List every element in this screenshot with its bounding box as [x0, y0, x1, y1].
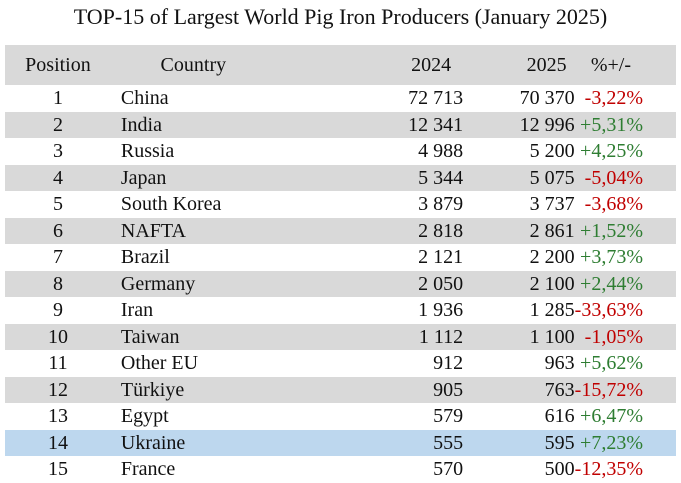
cell-value-2024: 579 — [433, 405, 464, 428]
cell-position: 5 — [52, 193, 63, 216]
cell-value-2025: 2 200 — [529, 246, 575, 269]
cell-value-2024: 72 713 — [408, 87, 464, 110]
cell-value-2025: 500 — [544, 458, 575, 481]
cell-value-2024: 570 — [433, 458, 464, 481]
cell-value-2024: 12 341 — [408, 113, 464, 136]
table-row: 4 Japan 5 344 5 075 -5,04% — [5, 164, 676, 191]
cell-position: 15 — [47, 458, 68, 481]
cell-position: 2 — [52, 113, 63, 136]
cell-value-2025: 2 861 — [529, 219, 575, 242]
cell-value-2024: 4 988 — [418, 140, 464, 163]
cell-value-2025: 595 — [544, 431, 575, 454]
cell-change-percent: -12,35% — [574, 458, 643, 481]
cell-change-percent: +4,25% — [580, 140, 643, 163]
cell-position: 10 — [47, 325, 68, 348]
cell-country: Türkiye — [120, 378, 185, 401]
table-row: 5 South Korea 3 879 3 737 -3,68% — [5, 191, 676, 218]
table-row: 3 Russia 4 988 5 200 +4,25% — [5, 138, 676, 165]
cell-country: France — [120, 458, 176, 481]
cell-position: 11 — [48, 352, 68, 375]
cell-value-2025: 70 370 — [519, 87, 575, 110]
cell-value-2025: 12 996 — [519, 113, 575, 136]
cell-change-percent: +5,31% — [580, 113, 643, 136]
column-header-position: Position — [25, 54, 91, 76]
cell-country: Other EU — [120, 352, 199, 375]
table-row: 9 Iran 1 936 1 285 -33,63% — [5, 297, 676, 324]
cell-value-2025: 2 100 — [529, 272, 575, 295]
cell-change-percent: +7,23% — [580, 431, 643, 454]
cell-change-percent: -15,72% — [574, 378, 643, 401]
table-row: 1 China 72 713 70 370 -3,22% — [5, 85, 676, 112]
cell-change-percent: +6,47% — [580, 405, 643, 428]
cell-value-2025: 3 737 — [529, 193, 575, 216]
cell-position: 7 — [52, 246, 63, 269]
table-row: 6 NAFTA 2 818 2 861 +1,52% — [5, 217, 676, 244]
cell-value-2024: 1 936 — [418, 299, 464, 322]
cell-value-2024: 2 121 — [418, 246, 464, 269]
cell-country: Iran — [120, 299, 154, 322]
cell-value-2025: 1 100 — [529, 325, 575, 348]
table-title: TOP-15 of Largest World Pig Iron Produce… — [73, 4, 608, 29]
cell-value-2024: 2 050 — [418, 272, 464, 295]
cell-country: Brazil — [120, 246, 170, 269]
cell-country: China — [120, 87, 169, 110]
cell-value-2025: 1 285 — [529, 299, 575, 322]
cell-position: 8 — [52, 272, 63, 295]
cell-country: South Korea — [120, 193, 222, 216]
cell-change-percent: +3,73% — [580, 246, 643, 269]
cell-value-2025: 616 — [544, 405, 575, 428]
table-row: 12 Türkiye 905 763 -15,72% — [5, 376, 676, 403]
cell-position: 9 — [52, 299, 63, 322]
table-row: 15 France 570 500 -12,35% — [5, 456, 676, 483]
cell-change-percent: +2,44% — [580, 272, 643, 295]
cell-country: Ukraine — [120, 431, 186, 454]
table-row: 2 India 12 341 12 996 +5,31% — [5, 111, 676, 138]
column-header-country: Country — [160, 54, 227, 76]
cell-position: 1 — [52, 87, 63, 110]
cell-position: 4 — [52, 166, 63, 189]
column-header-change-percent: %+/- — [590, 54, 631, 76]
cell-position: 14 — [47, 431, 68, 454]
cell-change-percent: -1,05% — [584, 325, 643, 348]
cell-position: 3 — [52, 140, 63, 163]
cell-value-2024: 905 — [433, 378, 464, 401]
column-header-value-2025: 2025 — [526, 54, 567, 76]
cell-value-2024: 555 — [433, 431, 464, 454]
cell-change-percent: -33,63% — [574, 299, 643, 322]
cell-country: Japan — [120, 166, 167, 189]
cell-change-percent: +1,52% — [580, 219, 643, 242]
cell-change-percent: -3,22% — [584, 87, 643, 110]
cell-change-percent: +5,62% — [580, 352, 643, 375]
cell-value-2024: 912 — [433, 352, 464, 375]
cell-country: Taiwan — [120, 325, 180, 348]
column-header-value-2024: 2024 — [411, 54, 452, 76]
cell-value-2024: 3 879 — [418, 193, 464, 216]
cell-value-2024: 2 818 — [418, 219, 464, 242]
cell-change-percent: -5,04% — [584, 166, 643, 189]
table-row: 11 Other EU 912 963 +5,62% — [5, 350, 676, 377]
cell-value-2025: 5 200 — [529, 140, 575, 163]
cell-position: 6 — [52, 219, 63, 242]
cell-value-2025: 5 075 — [529, 166, 575, 189]
table-row: 7 Brazil 2 121 2 200 +3,73% — [5, 244, 676, 271]
cell-value-2024: 1 112 — [418, 325, 464, 348]
table-row: 14 Ukraine 555 595 +7,23% — [5, 429, 676, 456]
cell-change-percent: -3,68% — [584, 193, 643, 216]
cell-position: 13 — [47, 405, 68, 428]
producers-table: Position Country 2024 2025 %+/- 1 China 72 713… — [5, 45, 676, 483]
cell-value-2025: 763 — [544, 378, 575, 401]
cell-value-2025: 963 — [544, 352, 575, 375]
cell-country: India — [120, 113, 162, 136]
cell-value-2024: 5 344 — [418, 166, 464, 189]
cell-position: 12 — [47, 378, 68, 401]
table-row: 13 Egypt 579 616 +6,47% — [5, 403, 676, 430]
header-row: Position Country 2024 2025 %+/- — [5, 45, 676, 85]
cell-country: Egypt — [120, 405, 169, 428]
table-row: 10 Taiwan 1 112 1 100 -1,05% — [5, 323, 676, 350]
table-row: 8 Germany 2 050 2 100 +2,44% — [5, 270, 676, 297]
cell-country: Germany — [120, 272, 196, 295]
cell-country: Russia — [120, 140, 175, 163]
cell-country: NAFTA — [120, 219, 186, 242]
